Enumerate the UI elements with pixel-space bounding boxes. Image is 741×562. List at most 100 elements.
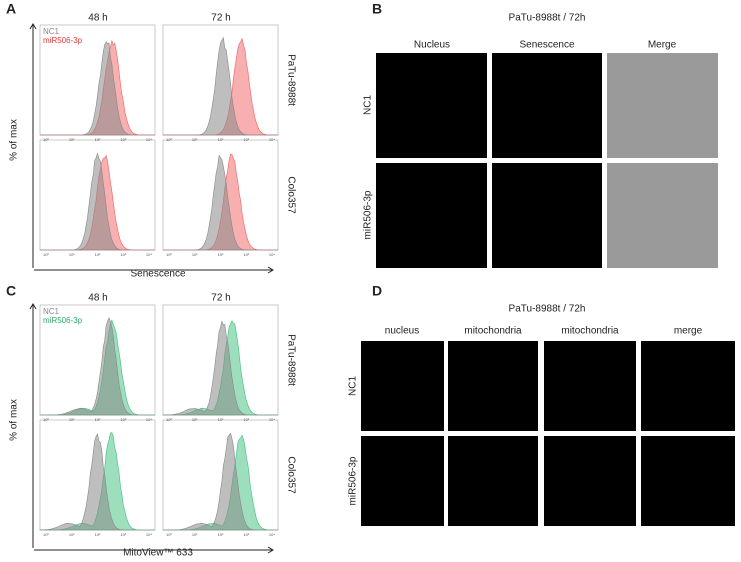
x-tick-label: 10⁴	[269, 532, 275, 537]
x-tick-label: 10⁰	[166, 137, 172, 142]
row-label: NC1	[348, 376, 359, 396]
image	[544, 341, 636, 431]
panel-label: D	[372, 283, 382, 299]
x-tick-label: 10³	[243, 252, 249, 257]
x-tick-label: 10⁴	[146, 417, 152, 422]
x-tick-label: 10⁴	[269, 137, 275, 142]
column-label: Nucleus	[414, 40, 450, 51]
x-tick-label: 10³	[243, 532, 249, 537]
image	[492, 53, 602, 158]
histogram	[163, 36, 278, 136]
panel-label: B	[372, 1, 382, 17]
y-label: % of max	[9, 119, 20, 161]
image	[607, 53, 718, 158]
column-label: 48 h	[88, 13, 107, 24]
x-tick-label: 10⁰	[166, 532, 172, 537]
image	[607, 163, 718, 268]
image	[641, 341, 735, 431]
row-label: miR506-3p	[348, 456, 359, 505]
x-tick-label: 10⁰	[43, 137, 49, 142]
image	[641, 436, 735, 526]
panel-label: C	[6, 283, 16, 299]
image	[361, 341, 444, 431]
histogram	[163, 154, 278, 251]
panel-label: A	[6, 1, 16, 17]
x-tick-label: 10¹	[192, 417, 198, 422]
x-tick-label: 10²	[95, 417, 101, 422]
axis-arrow	[34, 266, 274, 274]
x-tick-label: 10³	[120, 137, 126, 142]
x-tick-label: 10⁴	[269, 252, 275, 257]
histogram	[40, 152, 155, 251]
histogram	[40, 41, 155, 136]
x-tick-label: 10³	[243, 137, 249, 142]
x-tick-label: 10⁴	[146, 532, 152, 537]
x-tick-label: 10⁰	[43, 417, 49, 422]
x-tick-label: 10²	[95, 252, 101, 257]
image	[376, 53, 487, 158]
x-tick-label: 10¹	[69, 532, 75, 537]
histogram	[162, 432, 278, 531]
row-label: miR506-3p	[363, 190, 374, 239]
title: PaTu-8988t / 72h	[509, 304, 586, 315]
x-tick-label: 10¹	[192, 532, 198, 537]
x-tick-label: 10¹	[192, 252, 198, 257]
x-tick-label: 10³	[120, 252, 126, 257]
image	[376, 163, 487, 268]
legend-entry: miR506-3p	[43, 316, 83, 325]
x-label: MitoView™ 633	[123, 548, 193, 559]
x-tick-label: 10⁰	[166, 417, 172, 422]
x-tick-label: 10²	[95, 532, 101, 537]
histogram	[39, 317, 155, 416]
image	[448, 436, 538, 526]
x-tick-label: 10²	[95, 137, 101, 142]
x-tick-label: 10²	[218, 137, 224, 142]
histogram	[39, 433, 155, 531]
x-tick-label: 10¹	[192, 137, 198, 142]
x-tick-label: 10²	[218, 417, 224, 422]
column-label: mitochondria	[464, 326, 522, 337]
image	[544, 436, 636, 526]
row-label: Colo357	[285, 456, 296, 494]
x-tick-label: 10³	[243, 417, 249, 422]
y-label: % of max	[9, 399, 20, 441]
legend-entry: NC1	[43, 307, 60, 316]
column-label: merge	[674, 326, 703, 337]
column-label: mitochondria	[561, 326, 619, 337]
image	[361, 436, 444, 526]
image	[492, 163, 602, 268]
x-tick-label: 10⁴	[146, 252, 152, 257]
column-label: Senescence	[519, 40, 574, 51]
row-label: PaTu-8988t	[285, 54, 296, 106]
column-label: 72 h	[211, 293, 230, 304]
x-tick-label: 10¹	[69, 417, 75, 422]
row-label: PaTu-8988t	[285, 334, 296, 386]
x-tick-label: 10³	[120, 417, 126, 422]
x-tick-label: 10⁴	[269, 417, 275, 422]
row-label: Colo357	[285, 176, 296, 214]
x-label: Senescence	[130, 269, 185, 280]
x-tick-label: 10⁰	[43, 532, 49, 537]
x-tick-label: 10¹	[69, 137, 75, 142]
x-tick-label: 10²	[218, 532, 224, 537]
column-label: 72 h	[211, 13, 230, 24]
x-tick-label: 10⁰	[43, 252, 49, 257]
column-label: nucleus	[385, 326, 419, 337]
histogram	[162, 320, 278, 416]
row-label: NC1	[363, 95, 374, 115]
x-tick-label: 10²	[218, 252, 224, 257]
x-tick-label: 10⁴	[146, 137, 152, 142]
axis-arrow	[34, 546, 274, 554]
column-label: 48 h	[88, 293, 107, 304]
legend-entry: NC1	[43, 27, 60, 36]
column-label: Merge	[648, 40, 677, 51]
legend-entry: miR506-3p	[43, 36, 83, 45]
x-tick-label: 10³	[120, 532, 126, 537]
title: PaTu-8988t / 72h	[509, 13, 586, 24]
axis-arrow	[29, 303, 37, 548]
x-tick-label: 10¹	[69, 252, 75, 257]
x-tick-label: 10⁰	[166, 252, 172, 257]
image	[448, 341, 538, 431]
axis-arrow	[29, 23, 37, 268]
